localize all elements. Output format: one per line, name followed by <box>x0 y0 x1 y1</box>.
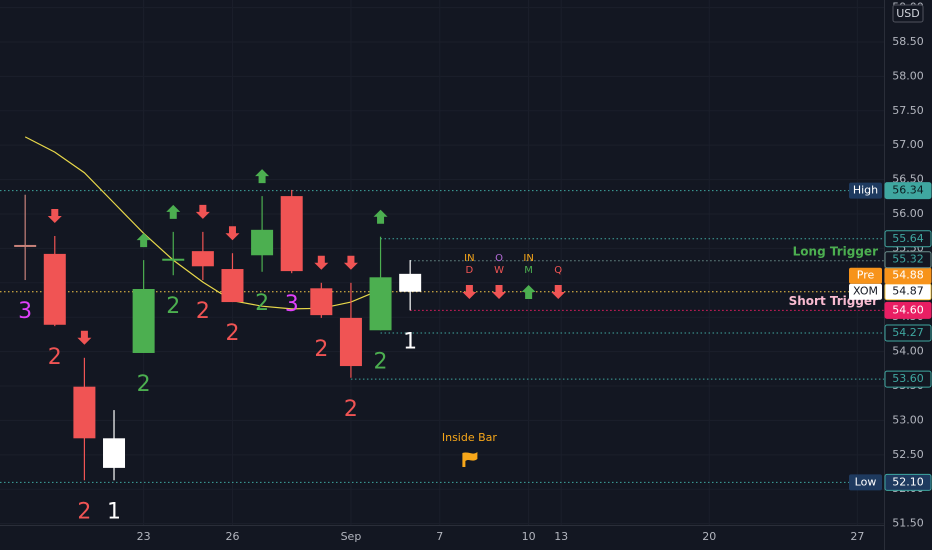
y-tick-label: 52.50 <box>892 448 924 461</box>
candle-body <box>43 253 66 325</box>
candle-body <box>103 438 126 468</box>
x-tick-label: 10 <box>522 530 536 543</box>
tfc-label: Q <box>554 265 562 276</box>
level-name-box <box>849 182 882 199</box>
strat-count: 2 <box>344 397 358 422</box>
signal-arrow <box>373 209 388 224</box>
strat-count: 2 <box>225 321 239 346</box>
y-tick-label: 57.50 <box>892 104 924 117</box>
candle-body <box>132 288 155 353</box>
y-tick-label: 51.50 <box>892 517 924 530</box>
candle-body <box>369 277 392 331</box>
tfc-label: W <box>494 265 504 276</box>
tfc-label: IN <box>523 253 533 264</box>
price-tag-label: 52.10 <box>892 475 924 488</box>
level-name: XOM <box>853 285 878 298</box>
candle-body <box>399 273 422 292</box>
price-tag <box>884 182 932 200</box>
price-tag-label: 55.64 <box>892 232 924 245</box>
y-tick-label: 54.00 <box>892 345 924 358</box>
signal-arrow <box>255 169 270 184</box>
candle-body <box>191 251 214 267</box>
candle-body <box>280 196 303 272</box>
x-tick-label: 23 <box>137 530 151 543</box>
price-tag <box>884 324 932 342</box>
strat-count: 2 <box>137 372 151 397</box>
candle-body <box>251 229 274 256</box>
price-tag-label: 56.34 <box>892 184 924 197</box>
tfc-label: D <box>466 265 474 276</box>
signal-arrow <box>314 255 329 270</box>
candle-body <box>339 317 362 367</box>
x-tick-label: 7 <box>436 530 443 543</box>
y-tick-label: 56.00 <box>892 207 924 220</box>
tfc-label: M <box>524 265 533 276</box>
y-tick-label: 58.50 <box>892 35 924 48</box>
level-note: Long Trigger <box>793 244 878 258</box>
strat-count: 2 <box>374 349 388 374</box>
y-tick-label: 58.00 <box>892 69 924 82</box>
strat-count: 3 <box>18 299 32 324</box>
level-name: Pre <box>857 269 875 282</box>
strat-count: 2 <box>77 499 91 524</box>
strat-count: 2 <box>196 299 210 324</box>
signal-arrow <box>462 285 477 299</box>
strat-count: 2 <box>48 345 62 370</box>
strat-count: 2 <box>314 337 328 362</box>
price-tag-label: 54.87 <box>892 285 924 298</box>
time-axis <box>0 525 884 550</box>
price-tag <box>884 370 932 388</box>
strat-count: 2 <box>255 291 269 316</box>
strat-count: 1 <box>107 499 121 524</box>
flag-icon <box>462 452 478 467</box>
x-tick-label: 13 <box>554 530 568 543</box>
price-tag-label: 54.27 <box>892 326 924 339</box>
candle-body <box>221 269 244 303</box>
signal-arrow <box>195 204 210 219</box>
candle-body <box>162 258 185 261</box>
signal-arrow <box>166 204 181 219</box>
strat-count: 3 <box>285 292 299 317</box>
price-tag <box>884 301 932 319</box>
price-tag-label: 54.88 <box>892 269 924 282</box>
y-tick-label: 53.00 <box>892 413 924 426</box>
signal-arrow <box>343 255 358 270</box>
signal-arrow <box>225 226 240 241</box>
candle-body <box>310 288 333 316</box>
level-name-box <box>849 283 882 300</box>
price-tag <box>884 473 932 491</box>
inside-bar-label: Inside Bar <box>442 431 498 444</box>
x-tick-label: Sep <box>341 530 362 543</box>
level-name-box <box>849 267 882 284</box>
price-tag-label: 54.60 <box>892 303 924 316</box>
price-tag <box>884 251 932 269</box>
x-tick-label: 26 <box>225 530 239 543</box>
currency-box <box>892 4 924 23</box>
signal-arrow <box>77 330 92 345</box>
candle-body <box>14 244 37 247</box>
strat-count: 1 <box>403 329 417 354</box>
signal-arrow <box>136 233 151 248</box>
price-tag-label: 55.32 <box>892 253 924 266</box>
price-tag <box>884 230 932 248</box>
currency-label: USD <box>896 7 920 20</box>
signal-arrow <box>47 209 62 224</box>
signal-arrow <box>521 285 536 299</box>
candle-body <box>73 386 96 439</box>
level-name: High <box>853 184 878 197</box>
tfc-label: IN <box>464 253 474 264</box>
price-tag-label: 53.60 <box>892 372 924 385</box>
signal-arrow <box>492 285 507 299</box>
x-tick-label: 20 <box>702 530 716 543</box>
x-tick-label: 27 <box>850 530 864 543</box>
tfc-label: O <box>495 253 503 264</box>
signal-arrow <box>551 285 566 299</box>
strat-count: 2 <box>166 294 180 319</box>
level-name-box <box>849 474 882 491</box>
y-tick-label: 57.00 <box>892 138 924 151</box>
level-name: Low <box>855 475 877 488</box>
